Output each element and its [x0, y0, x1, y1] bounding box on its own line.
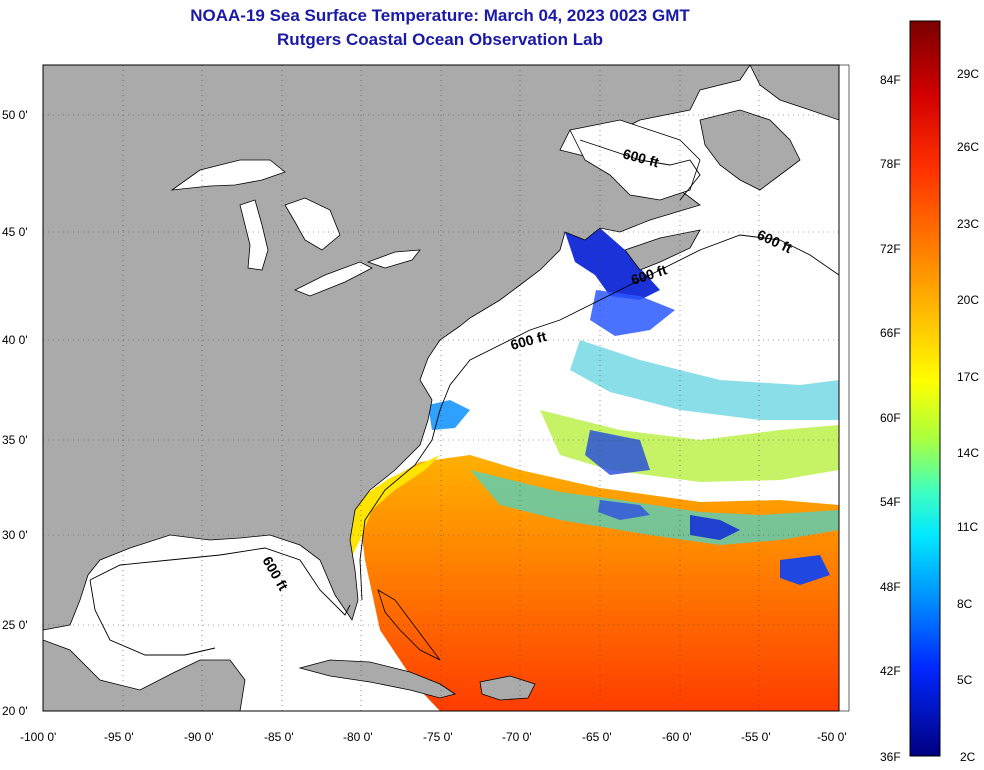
lake-superior — [170, 159, 286, 191]
colorbar-f-label: 54F — [880, 495, 901, 509]
lake-ontario — [366, 249, 421, 269]
map-title: NOAA-19 Sea Surface Temperature: March 0… — [190, 6, 690, 25]
colorbar-c-label: 8C — [957, 597, 973, 611]
lat-tick-label: 45 0' — [2, 225, 28, 239]
colorbar-c-label: 17C — [957, 370, 980, 384]
land-labrador — [749, 65, 839, 121]
lat-tick-label: 35 0' — [2, 433, 28, 447]
sst-mid-band — [470, 470, 839, 545]
lon-tick-label: -85 0' — [264, 730, 294, 744]
colorbar-f-label: 36F — [880, 750, 901, 764]
lon-tick-label: -90 0' — [184, 730, 214, 744]
colorbar-f-label: 48F — [880, 580, 901, 594]
land-hispaniola — [479, 675, 536, 701]
colorbar-c-label: 11C — [957, 520, 979, 534]
lat-tick-label: 50 0' — [2, 108, 28, 122]
lon-tick-label: -65 0' — [582, 730, 612, 744]
colorbar-c-label: 26C — [957, 140, 980, 154]
sst-teal-band — [570, 340, 839, 420]
sst-cold-stripe — [690, 515, 740, 540]
land-yucatan — [43, 639, 246, 711]
contour-600ft-gulf-st-lawrence — [579, 139, 701, 201]
land-newfoundland — [699, 109, 801, 191]
lon-tick-label: -75 0' — [423, 730, 453, 744]
bahamas-banks — [377, 589, 441, 661]
lat-tick-label: 40 0' — [2, 333, 28, 347]
lon-tick-label: -50 0' — [817, 730, 847, 744]
lat-tick-label: 20 0' — [2, 704, 28, 718]
colorbar-c-label: 20C — [957, 293, 980, 307]
colorbar-f-label: 72F — [880, 242, 901, 256]
lake-erie — [294, 261, 373, 297]
contour-600ft-east-coast — [359, 234, 839, 601]
gulf-st-lawrence — [569, 119, 701, 201]
map-outer-frame — [42, 64, 850, 712]
colorbar — [909, 20, 941, 757]
sst-gulfstream-edge — [345, 455, 440, 560]
land-nova-scotia — [624, 229, 701, 271]
land-north-america — [43, 65, 751, 631]
sst-cold-stripe-2 — [598, 500, 650, 520]
lat-tick-label: 30 0' — [2, 528, 28, 542]
sst-cold-near-hatteras — [428, 400, 470, 430]
colorbar-c-label: 5C — [957, 673, 973, 687]
sst-cold-patch-south — [585, 430, 650, 475]
lon-tick-label: -70 0' — [502, 730, 532, 744]
colorbar-f-label: 42F — [880, 664, 901, 678]
colorbar-f-label: 84F — [880, 73, 901, 87]
lake-michigan — [239, 199, 269, 271]
lon-tick-label: -60 0' — [662, 730, 692, 744]
sst-cold-patch-east — [780, 555, 830, 585]
lon-tick-label: -80 0' — [343, 730, 373, 744]
colorbar-c-label: 23C — [957, 217, 980, 231]
lon-tick-label: -100 0' — [20, 730, 57, 744]
map-subtitle: Rutgers Coastal Ocean Observation Lab — [277, 30, 603, 49]
land-cuba — [298, 659, 456, 699]
colorbar-c-label: 14C — [957, 446, 980, 460]
lake-huron — [284, 197, 341, 251]
lat-tick-label: 25 0' — [2, 618, 28, 632]
sst-cold-offshore — [590, 290, 675, 336]
contour-600ft-gulf — [89, 547, 351, 656]
colorbar-c-label: 29C — [957, 67, 980, 81]
lon-tick-label: -95 0' — [104, 730, 134, 744]
colorbar-f-label: 66F — [880, 326, 901, 340]
lon-tick-label: -55 0' — [741, 730, 771, 744]
colorbar-f-label: 60F — [880, 411, 901, 425]
colorbar-c-label: 2C — [960, 750, 976, 764]
colorbar-f-label: 78F — [880, 157, 901, 171]
